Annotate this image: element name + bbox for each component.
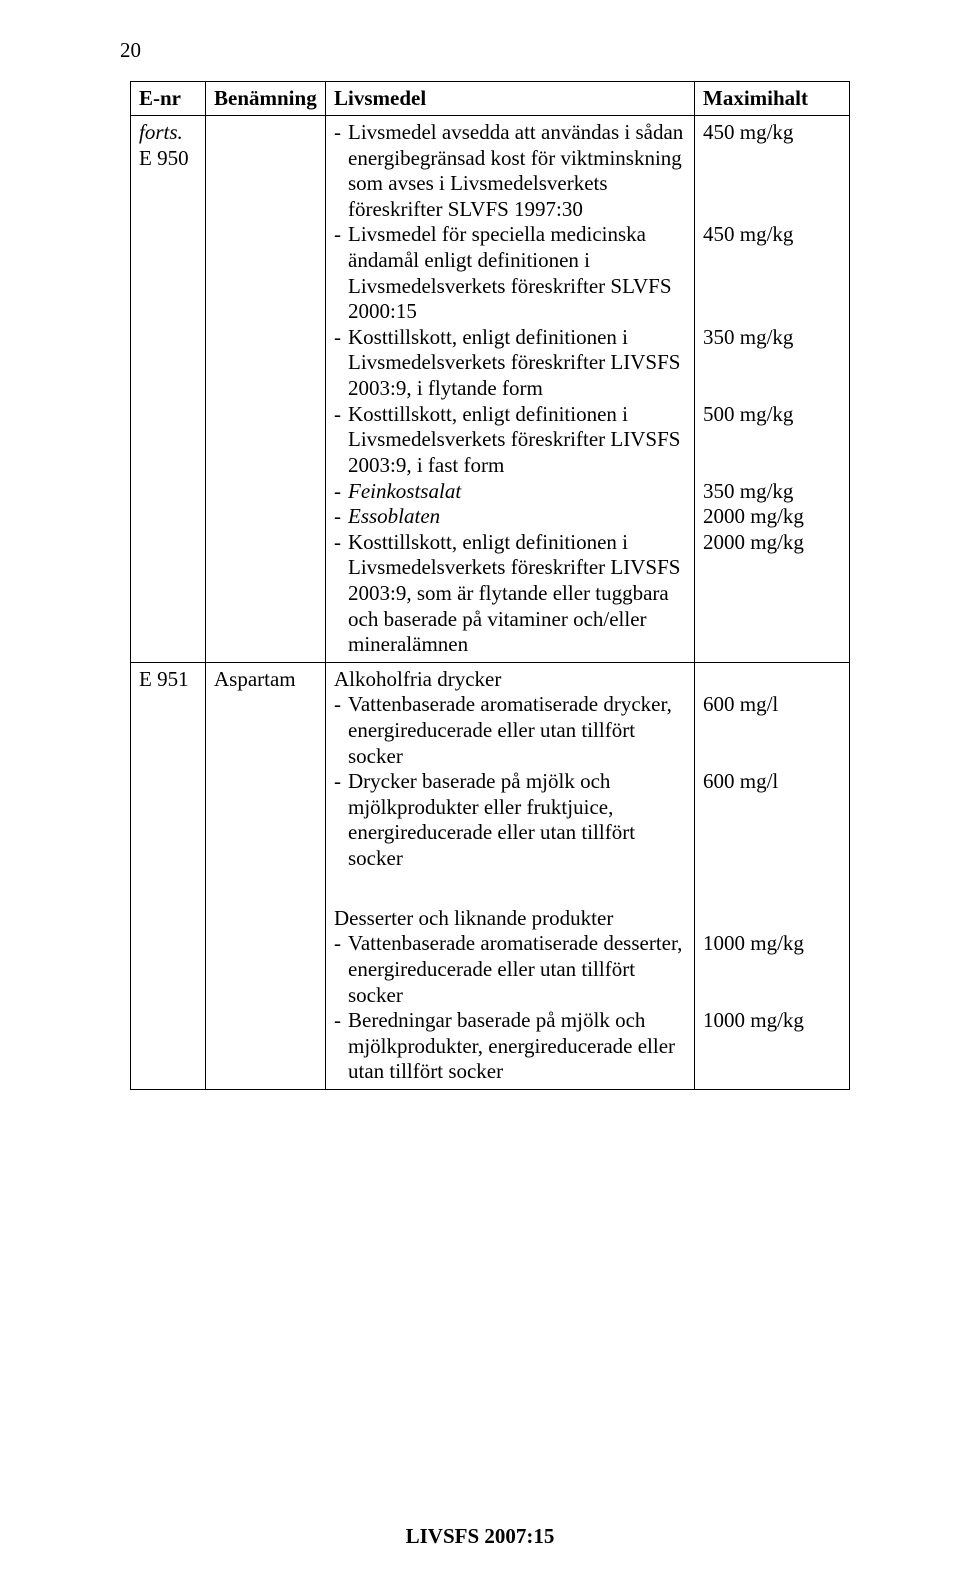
page-number: 20	[120, 38, 850, 63]
cell-livsmedel: - Livsmedel avsedda att användas i sådan…	[326, 116, 695, 663]
header-livsmedel: Livsmedel	[326, 82, 695, 116]
max-value: 500 mg/kg	[703, 402, 841, 428]
table-row: E 951 Aspartam Alkoholfria drycker - Vat…	[131, 662, 850, 875]
dash-icon: -	[334, 325, 348, 351]
dash-icon: -	[334, 479, 348, 505]
section-heading: Alkoholfria drycker	[334, 667, 686, 693]
max-spacer	[703, 744, 841, 770]
max-spacer	[703, 171, 841, 197]
max-spacer	[703, 274, 841, 300]
regulation-table: E-nr Benämning Livsmedel Maximihalt fort…	[130, 81, 850, 1090]
max-value: 350 mg/kg	[703, 325, 841, 351]
max-spacer	[703, 146, 841, 172]
cell-enr: E 951	[131, 662, 206, 875]
list-item: - Kosttillskott, enligt definitionen i L…	[334, 325, 686, 402]
item-text: Vattenbaserade aromatiserade drycker, en…	[348, 692, 686, 769]
max-spacer	[703, 667, 841, 693]
dash-icon: -	[334, 402, 348, 428]
list-item: - Kosttillskott, enligt definitionen i L…	[334, 530, 686, 658]
table-header-row: E-nr Benämning Livsmedel Maximihalt	[131, 82, 850, 116]
item-text: Essoblaten	[348, 504, 686, 530]
enr-value: E 950	[139, 146, 189, 170]
item-text: Feinkostsalat	[348, 479, 686, 505]
max-spacer	[703, 350, 841, 376]
dash-icon: -	[334, 530, 348, 556]
page-footer: LIVSFS 2007:15	[0, 1524, 960, 1549]
item-text: Drycker baserade på mjölk och mjölkprodu…	[348, 769, 686, 871]
max-value: 600 mg/l	[703, 769, 841, 795]
table-row-spacer	[131, 876, 850, 902]
list-item: - Feinkostsalat	[334, 479, 686, 505]
cell-maximihalt: 450 mg/kg 450 mg/kg 350 mg/kg 500 mg/kg	[695, 116, 850, 663]
list-item: - Livsmedel avsedda att användas i sådan…	[334, 120, 686, 222]
max-value: 350 mg/kg	[703, 479, 841, 505]
item-text: Kosttillskott, enligt definitionen i Liv…	[348, 402, 686, 479]
item-text: Kosttillskott, enligt definitionen i Liv…	[348, 325, 686, 402]
item-text: Livsmedel för speciella medicinska ändam…	[348, 222, 686, 324]
header-benamning: Benämning	[206, 82, 326, 116]
enr-forts: forts.	[139, 120, 183, 144]
list-item: - Drycker baserade på mjölk och mjölkpro…	[334, 769, 686, 871]
header-maximihalt: Maximihalt	[695, 82, 850, 116]
max-spacer	[703, 376, 841, 402]
list-item: - Beredningar baserade på mjölk och mjöl…	[334, 1008, 686, 1085]
item-text: Beredningar baserade på mjölk och mjölkp…	[348, 1008, 686, 1085]
max-value: 450 mg/kg	[703, 222, 841, 248]
dash-icon: -	[334, 222, 348, 248]
section-heading: Desserter och liknande produkter	[334, 906, 686, 932]
max-value: 1000 mg/kg	[703, 931, 841, 957]
table-row: Desserter och liknande produkter - Vatte…	[131, 902, 850, 1090]
max-spacer	[703, 248, 841, 274]
list-item: - Livsmedel för speciella medicinska änd…	[334, 222, 686, 324]
dash-icon: -	[334, 1008, 348, 1034]
cell-benamning	[206, 902, 326, 1090]
max-spacer	[703, 957, 841, 983]
max-spacer	[703, 906, 841, 932]
dash-icon: -	[334, 769, 348, 795]
list-item: - Vattenbaserade aromatiserade desserter…	[334, 931, 686, 1008]
cell-enr: forts. E 950	[131, 116, 206, 663]
list-item: - Essoblaten	[334, 504, 686, 530]
max-value: 1000 mg/kg	[703, 1008, 841, 1034]
cell-livsmedel: Alkoholfria drycker - Vattenbaserade aro…	[326, 662, 695, 875]
cell-benamning: Aspartam	[206, 662, 326, 875]
cell-maximihalt: 600 mg/l 600 mg/l	[695, 662, 850, 875]
max-spacer	[703, 299, 841, 325]
cell-maximihalt: 1000 mg/kg 1000 mg/kg	[695, 902, 850, 1090]
cell-enr	[131, 902, 206, 1090]
max-spacer	[703, 983, 841, 1009]
dash-icon: -	[334, 504, 348, 530]
max-spacer	[703, 197, 841, 223]
page: 20 E-nr Benämning Livsmedel Maximihalt f…	[0, 0, 960, 1589]
cell-benamning	[206, 116, 326, 663]
table-row: forts. E 950 - Livsmedel avsedda att anv…	[131, 116, 850, 663]
list-item: - Kosttillskott, enligt definitionen i L…	[334, 402, 686, 479]
dash-icon: -	[334, 931, 348, 957]
dash-icon: -	[334, 120, 348, 146]
list-item: - Vattenbaserade aromatiserade drycker, …	[334, 692, 686, 769]
max-value: 450 mg/kg	[703, 120, 841, 146]
max-value: 2000 mg/kg	[703, 504, 841, 530]
item-text: Kosttillskott, enligt definitionen i Liv…	[348, 530, 686, 658]
item-text: Livsmedel avsedda att användas i sådan e…	[348, 120, 686, 222]
max-value: 600 mg/l	[703, 692, 841, 718]
max-value: 2000 mg/kg	[703, 530, 841, 556]
max-spacer	[703, 427, 841, 453]
header-enr: E-nr	[131, 82, 206, 116]
cell-livsmedel: Desserter och liknande produkter - Vatte…	[326, 902, 695, 1090]
max-spacer	[703, 453, 841, 479]
dash-icon: -	[334, 692, 348, 718]
max-spacer	[703, 718, 841, 744]
item-text: Vattenbaserade aromatiserade desserter, …	[348, 931, 686, 1008]
